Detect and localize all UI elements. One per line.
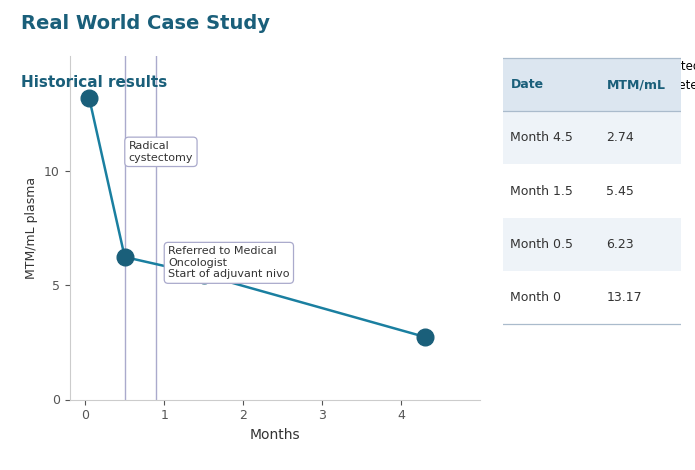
Bar xyxy=(503,111,681,164)
Legend: ctDNA detected, ctDNA not detected: ctDNA detected, ctDNA not detected xyxy=(569,55,695,97)
Text: 5.45: 5.45 xyxy=(607,185,635,197)
Text: 13.17: 13.17 xyxy=(607,291,642,304)
X-axis label: Months: Months xyxy=(250,428,300,442)
Text: Real World Case Study: Real World Case Study xyxy=(21,14,270,33)
Y-axis label: MTM/mL plasma: MTM/mL plasma xyxy=(25,177,38,279)
Text: Month 0: Month 0 xyxy=(510,291,562,304)
Text: Historical results: Historical results xyxy=(21,75,167,90)
Text: Month 0.5: Month 0.5 xyxy=(510,238,573,251)
Bar xyxy=(503,218,681,271)
Text: MTM/mL: MTM/mL xyxy=(607,78,665,91)
Text: 6.23: 6.23 xyxy=(607,238,634,251)
Text: Radical
cystectomy: Radical cystectomy xyxy=(129,141,193,163)
Bar xyxy=(503,58,681,111)
Text: Month 4.5: Month 4.5 xyxy=(510,132,573,144)
Text: Referred to Medical
Oncologist
Start of adjuvant nivo: Referred to Medical Oncologist Start of … xyxy=(168,246,290,280)
Text: Date: Date xyxy=(510,78,543,91)
Text: Month 1.5: Month 1.5 xyxy=(510,185,573,197)
Text: 2.74: 2.74 xyxy=(607,132,634,144)
